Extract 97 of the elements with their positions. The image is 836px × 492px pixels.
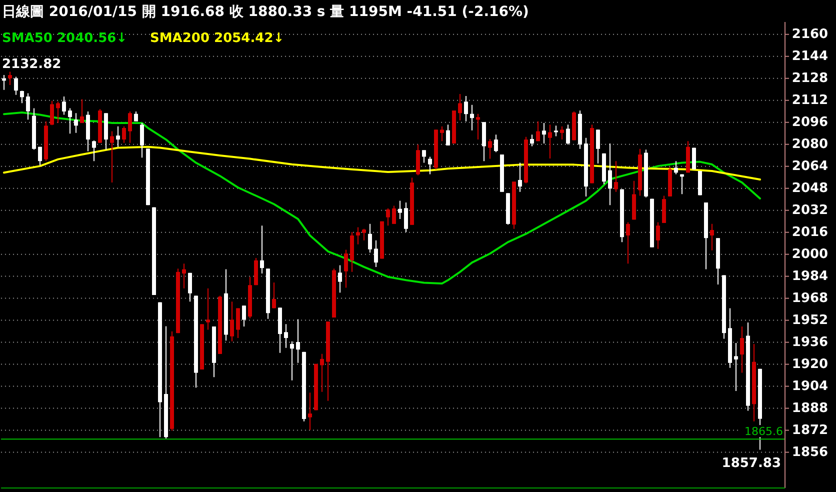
candlestick [458, 94, 462, 121]
candlestick [626, 222, 630, 264]
annotation: 1857.83 [722, 456, 781, 471]
candlestick [206, 288, 210, 330]
candlestick [182, 263, 186, 289]
candlestick [296, 318, 300, 364]
candlestick [92, 140, 96, 162]
y-tick-label: 2080 [792, 136, 828, 152]
candlestick [614, 160, 618, 192]
y-tick-label: 1968 [792, 290, 828, 306]
y-tick-label: 1888 [792, 400, 828, 416]
candlestick [596, 129, 600, 164]
candlestick [662, 195, 666, 224]
y-tick-label: 2160 [792, 26, 828, 42]
y-tick-label: 2128 [792, 70, 828, 86]
candlestick [62, 96, 66, 116]
candlestick [464, 95, 468, 122]
candlestick [110, 130, 114, 184]
candlestick [344, 249, 348, 288]
candlestick [656, 222, 660, 250]
line-series [3, 111, 761, 284]
candlestick [488, 138, 492, 160]
candlestick [404, 202, 408, 233]
y-tick-label: 2064 [792, 158, 828, 174]
candlestick [368, 223, 372, 254]
candlestick [548, 124, 552, 159]
candlestick [398, 200, 402, 220]
chart-title: 日線圖 2016/01/15 開 1916.68 收 1880.33 s 量 1195M -41.51 (-2.16%) [2, 4, 529, 20]
candlestick [362, 228, 366, 241]
candlestick [26, 92, 30, 120]
y-tick-label: 2144 [792, 48, 828, 64]
annotation: 2132.82 [2, 57, 62, 72]
candlestick [68, 108, 72, 134]
text: SMA50 2040.56↓ [2, 31, 128, 46]
candlestick [518, 162, 522, 192]
candlestick [674, 160, 678, 175]
y-tick-label: 2016 [792, 224, 828, 240]
candlestick [284, 324, 288, 348]
candlestick [74, 112, 78, 134]
candlestick [8, 71, 12, 86]
candlestick [494, 134, 498, 153]
candlestick [308, 392, 312, 430]
candlestick [470, 104, 474, 131]
candlestick [542, 122, 546, 144]
candlestick [320, 353, 324, 392]
candlestick [242, 305, 246, 327]
candlestick [338, 264, 342, 294]
candlestick [560, 126, 564, 140]
candlestick [740, 326, 744, 374]
candlestick [260, 225, 264, 274]
y-tick-label: 2112 [792, 92, 828, 108]
candlestick [530, 134, 534, 147]
candlestick [566, 124, 570, 145]
candlestick [428, 156, 432, 175]
y-tick-label: 1920 [792, 356, 828, 372]
candlestick [116, 126, 120, 148]
candlestick [422, 150, 426, 164]
y-tick-label: 1936 [792, 334, 828, 350]
candlestick [374, 240, 378, 268]
y-tick-label: 1904 [792, 378, 828, 394]
y-tick-label: 2096 [792, 114, 828, 130]
text: SMA200 2054.42↓ [150, 31, 284, 46]
y-tick-label: 1984 [792, 268, 828, 284]
ref-line-label: 1865.6 [744, 425, 783, 438]
candlestick [392, 205, 396, 224]
candlestick [734, 342, 738, 392]
y-tick-label: 1952 [792, 312, 828, 328]
candlestick [386, 208, 390, 226]
candlestick [476, 113, 480, 140]
candlestick [80, 98, 84, 124]
candlestick [356, 226, 360, 245]
candlestick [128, 110, 132, 144]
candlestick [188, 272, 192, 302]
candlestick [290, 340, 294, 381]
candlestick [554, 125, 558, 137]
candlestick [134, 110, 138, 122]
y-tick-label: 2032 [792, 202, 828, 218]
candlestick [710, 223, 714, 251]
candlestick [536, 120, 540, 142]
candlestick [56, 101, 60, 124]
candlestick [440, 126, 444, 142]
candlestick [608, 143, 612, 206]
y-tick-label: 1872 [792, 422, 828, 438]
candlestick [272, 282, 276, 309]
candlestick [140, 122, 144, 158]
candlestick [20, 90, 24, 104]
candlestick [14, 76, 18, 96]
candlestick [446, 124, 450, 146]
candlestick [122, 126, 126, 144]
y-tick-label: 2048 [792, 180, 828, 196]
y-tick-label: 2000 [792, 246, 828, 262]
y-tick-label: 1856 [792, 444, 828, 460]
candlestick [50, 100, 54, 126]
candlestick [230, 301, 234, 342]
candlestick [236, 308, 240, 339]
candlestick [38, 146, 42, 166]
line-series [3, 146, 761, 181]
